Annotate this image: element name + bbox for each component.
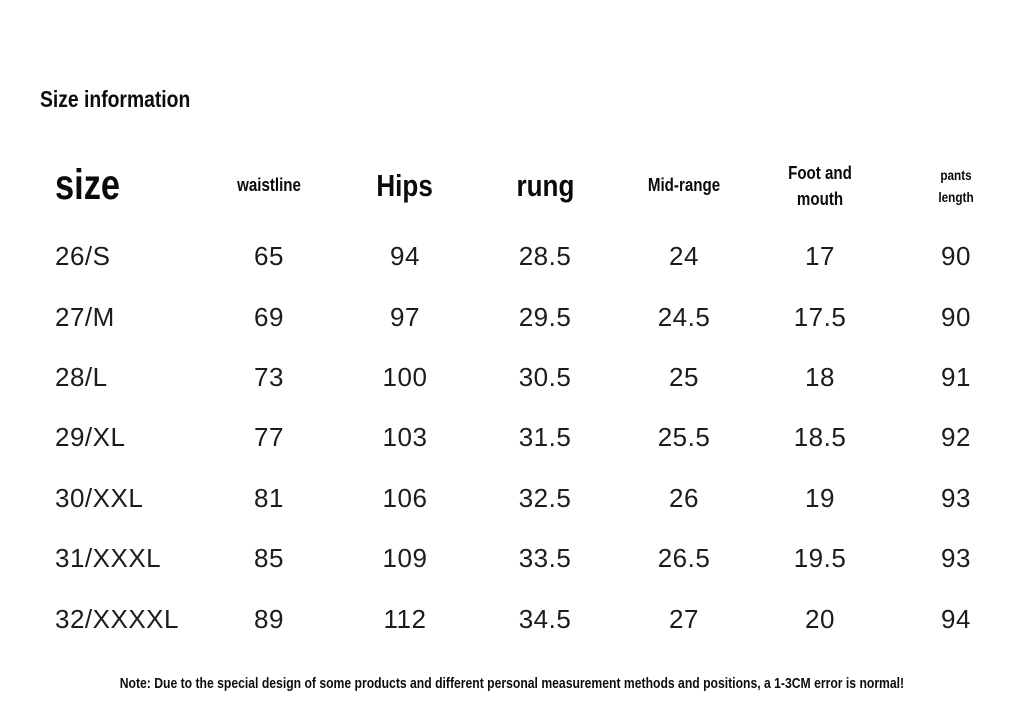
- value-cell: 77: [254, 422, 284, 453]
- value-cell: 33.5: [518, 543, 572, 574]
- value-cell: 106: [382, 482, 428, 513]
- table-row: 26/S 65 94 28.5 24 17 90: [0, 227, 1024, 287]
- value-cell: 89: [254, 603, 284, 634]
- size-cell: 29/XL: [55, 422, 126, 453]
- table-row: 32/XXXXL 89 112 34.5 27 20 94: [0, 589, 1024, 649]
- value-cell: 65: [254, 241, 284, 272]
- value-cell: 24.5: [657, 301, 711, 332]
- value-cell: 94: [390, 241, 420, 272]
- table-row: 29/XL 77 103 31.5 25.5 18.5 92: [0, 408, 1024, 468]
- value-cell: 27: [669, 603, 699, 634]
- column-header-rung: rung: [516, 168, 574, 204]
- footer-note: Note: Due to the special design of some …: [0, 676, 1024, 692]
- value-cell: 28.5: [518, 241, 572, 272]
- value-cell: 25: [669, 362, 699, 393]
- size-cell: 28/L: [55, 362, 108, 393]
- size-cell: 27/M: [55, 301, 115, 332]
- column-header-size: size: [55, 161, 121, 210]
- value-cell: 26: [669, 482, 699, 513]
- value-cell: 24: [669, 241, 699, 272]
- value-cell: 109: [382, 543, 428, 574]
- value-cell: 20: [805, 603, 835, 634]
- value-cell: 29.5: [518, 301, 572, 332]
- value-cell: 69: [254, 301, 284, 332]
- value-cell: 97: [390, 301, 420, 332]
- value-cell: 31.5: [518, 422, 572, 453]
- value-cell: 34.5: [518, 603, 572, 634]
- column-header-pants-length: pants length: [938, 166, 974, 205]
- value-cell: 93: [941, 482, 971, 513]
- column-header-hips: Hips: [376, 168, 434, 204]
- value-cell: 25.5: [657, 422, 711, 453]
- value-cell: 18: [805, 362, 835, 393]
- size-table: size waistline Hips rung Mid-range Foot …: [0, 145, 1024, 650]
- size-cell: 31/XXXL: [55, 543, 162, 574]
- column-header-mid-range: Mid-range: [647, 175, 721, 196]
- column-header-waistline: waistline: [237, 175, 301, 196]
- value-cell: 103: [382, 422, 428, 453]
- value-cell: 17: [805, 241, 835, 272]
- table-row: 28/L 73 100 30.5 25 18 91: [0, 348, 1024, 408]
- page-title: Size information: [40, 86, 219, 113]
- footer-note-text: Note: Due to the special design of some …: [119, 676, 905, 692]
- table-row: 30/XXL 81 106 32.5 26 19 93: [0, 469, 1024, 529]
- table-header-row: size waistline Hips rung Mid-range Foot …: [0, 145, 1024, 227]
- size-cell: 30/XXL: [55, 482, 144, 513]
- value-cell: 90: [941, 241, 971, 272]
- size-cell: 32/XXXXL: [55, 603, 179, 634]
- value-cell: 30.5: [518, 362, 572, 393]
- value-cell: 112: [383, 603, 427, 634]
- value-cell: 18.5: [793, 422, 847, 453]
- column-header-foot-and-mouth: Foot and mouth: [788, 162, 852, 209]
- value-cell: 92: [941, 422, 971, 453]
- value-cell: 81: [254, 482, 284, 513]
- table-body: 26/S 65 94 28.5 24 17 90 27/M 69 97 29.5 24.5 17.5 90…: [0, 227, 1024, 650]
- value-cell: 19: [805, 482, 835, 513]
- value-cell: 90: [941, 301, 971, 332]
- value-cell: 94: [941, 603, 971, 634]
- value-cell: 91: [941, 362, 971, 393]
- page-title-text: Size information: [40, 86, 191, 112]
- value-cell: 73: [254, 362, 284, 393]
- value-cell: 100: [382, 362, 428, 393]
- value-cell: 85: [254, 543, 284, 574]
- value-cell: 17.5: [793, 301, 847, 332]
- value-cell: 32.5: [518, 482, 572, 513]
- table-row: 31/XXXL 85 109 33.5 26.5 19.5 93: [0, 529, 1024, 589]
- value-cell: 26.5: [657, 543, 711, 574]
- table-row: 27/M 69 97 29.5 24.5 17.5 90: [0, 287, 1024, 347]
- size-cell: 26/S: [55, 241, 111, 272]
- value-cell: 19.5: [793, 543, 847, 574]
- value-cell: 93: [941, 543, 971, 574]
